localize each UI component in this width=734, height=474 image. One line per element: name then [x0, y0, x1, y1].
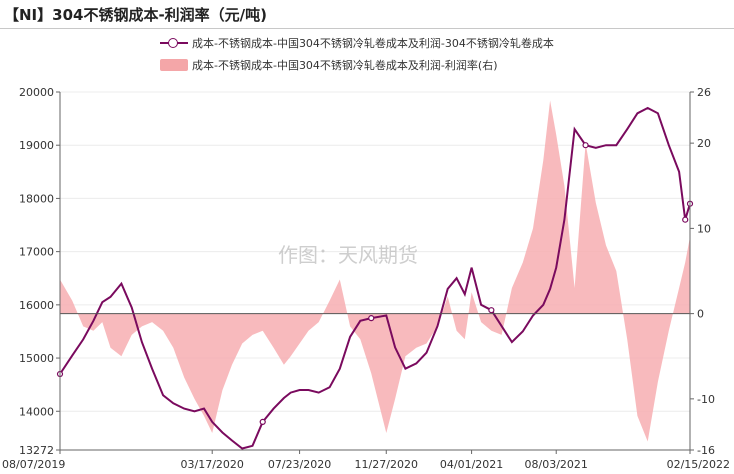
left-tick-label: 15000: [19, 352, 54, 365]
x-tick-label: 02/15/2022: [667, 458, 730, 471]
title-divider: [0, 28, 734, 29]
left-tick-label: 20000: [19, 86, 54, 99]
watermark: 作图：天风期货: [278, 243, 418, 267]
cost-marker: [368, 315, 375, 322]
legend-area-swatch: [160, 59, 188, 71]
chart-title: 【NI】304不锈钢成本-利润率（元/吨): [4, 6, 268, 24]
x-tick-label: 11/27/2020: [355, 458, 418, 471]
x-tick-label: 08/03/2021: [525, 458, 588, 471]
x-tick-label: 08/07/2019: [2, 458, 65, 471]
left-tick-label: 17000: [19, 246, 54, 259]
right-tick-label: 26: [697, 86, 711, 99]
legend-line-swatch: [160, 37, 188, 49]
chart-legend: 成本-不锈钢成本-中国304不锈钢冷轧卷成本及利润-304不锈钢冷轧卷成本 成本…: [160, 32, 554, 76]
legend-entry-profit: 成本-不锈钢成本-中国304不锈钢冷轧卷成本及利润-利润率(右): [160, 54, 554, 76]
legend-entry-cost: 成本-不锈钢成本-中国304不锈钢冷轧卷成本及利润-304不锈钢冷轧卷成本: [160, 32, 554, 54]
axes: 13272 14000 15000 16000 17000 18000 19000 20000…: [2, 86, 730, 471]
left-tick-label: 16000: [19, 299, 54, 312]
x-tick-label: 03/17/2020: [181, 458, 244, 471]
legend-label-cost: 成本-不锈钢成本-中国304不锈钢冷轧卷成本及利润-304不锈钢冷轧卷成本: [192, 37, 554, 50]
right-tick-label: 0: [697, 308, 704, 321]
cost-marker: [488, 307, 495, 314]
legend-label-profit: 成本-不锈钢成本-中国304不锈钢冷轧卷成本及利润-利润率(右): [192, 59, 498, 72]
cost-marker: [682, 216, 689, 223]
left-tick-label: 18000: [19, 192, 54, 205]
profit-area: [60, 100, 690, 442]
left-tick-label: 14000: [19, 405, 54, 418]
cost-marker: [582, 142, 589, 149]
x-tick-label: 04/01/2021: [440, 458, 503, 471]
x-tick-label: 07/23/2020: [268, 458, 331, 471]
left-tick-label: 13272: [19, 444, 54, 457]
right-tick-label: 10: [697, 222, 711, 235]
cost-line: [59, 106, 691, 450]
cost-marker: [259, 418, 266, 426]
right-tick-label: 20: [697, 137, 711, 150]
left-tick-label: 19000: [19, 139, 54, 152]
profit-area-layer: [60, 100, 690, 442]
right-tick-label: -10: [697, 393, 715, 406]
right-tick-label: -16: [697, 444, 715, 457]
